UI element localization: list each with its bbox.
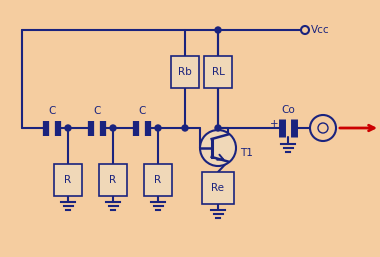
FancyBboxPatch shape [54,164,82,196]
Text: R: R [109,175,117,185]
Circle shape [182,125,188,131]
Text: R: R [65,175,71,185]
Text: T1: T1 [240,148,253,158]
FancyBboxPatch shape [204,56,232,88]
Circle shape [110,125,116,131]
FancyBboxPatch shape [144,164,172,196]
Text: +: + [270,119,278,129]
Text: C: C [138,106,146,116]
Circle shape [155,125,161,131]
Text: Re: Re [212,183,225,193]
Circle shape [310,115,336,141]
Circle shape [215,27,221,33]
Text: C: C [93,106,101,116]
Text: Co: Co [281,105,295,115]
Circle shape [301,26,309,34]
Circle shape [65,125,71,131]
Text: R: R [154,175,162,185]
FancyBboxPatch shape [171,56,199,88]
FancyBboxPatch shape [202,172,234,204]
Circle shape [215,125,221,131]
Text: RL: RL [212,67,225,77]
Text: C: C [48,106,56,116]
Text: Rb: Rb [178,67,192,77]
FancyBboxPatch shape [99,164,127,196]
Circle shape [318,123,328,133]
Circle shape [200,130,236,166]
Text: Vcc: Vcc [311,25,329,35]
